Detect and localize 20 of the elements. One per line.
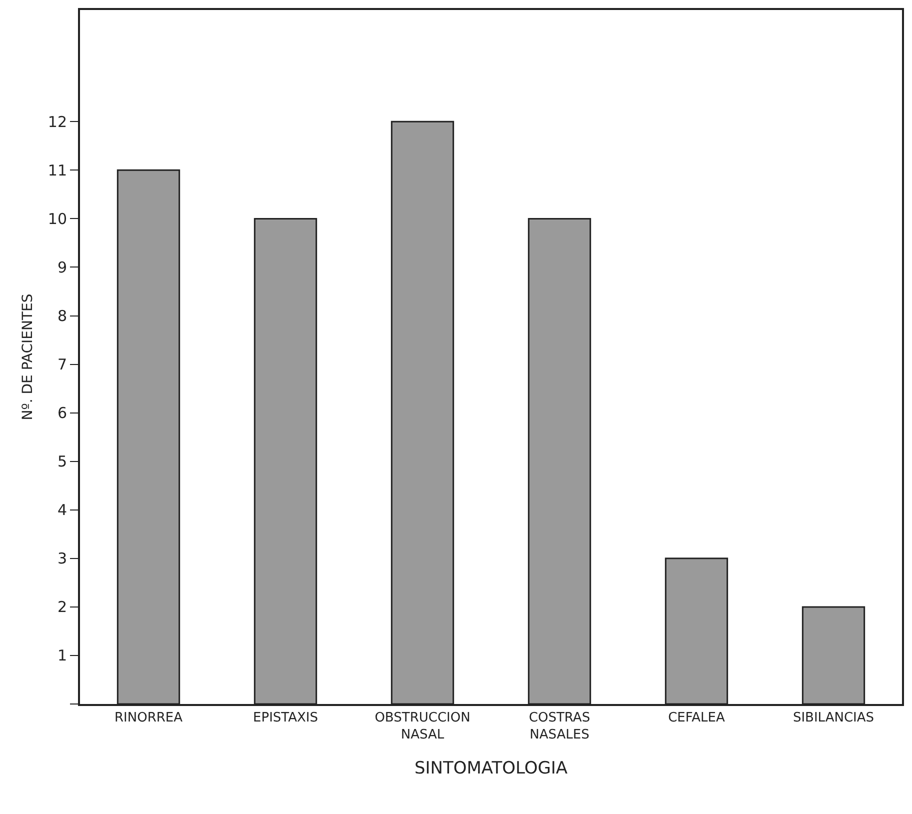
x-tick-label: SIBILANCIAS: [792, 710, 874, 726]
y-tick-label: 2: [57, 598, 67, 616]
y-tick-label: 3: [57, 550, 67, 568]
y-tick-label: 12: [48, 112, 67, 131]
y-tick-label: 7: [57, 356, 67, 374]
y-tick-label: 6: [57, 404, 67, 422]
y-tick-label: 1: [57, 646, 67, 665]
x-tick-label: EPISTAXIS: [253, 710, 318, 726]
y-tick-label: 4: [57, 501, 67, 520]
x-axis-title: SINTOMATOLOGIA: [414, 758, 568, 778]
x-tick-label: CEFALEA: [668, 710, 726, 726]
y-tick-label: 5: [57, 452, 67, 471]
y-tick-label: 9: [57, 258, 67, 276]
x-tick-label: OBSTRUCCION NASAL: [374, 710, 470, 742]
x-tick-label: COSTRAS NASALES: [528, 710, 590, 742]
x-tick-label: RINORREA: [114, 710, 183, 726]
y-tick-label: 11: [48, 161, 67, 180]
y-tick-label: 10: [48, 210, 67, 228]
y-tick-label: 8: [57, 307, 67, 325]
y-axis-title: Nº. DE PACIENTES: [20, 294, 36, 420]
